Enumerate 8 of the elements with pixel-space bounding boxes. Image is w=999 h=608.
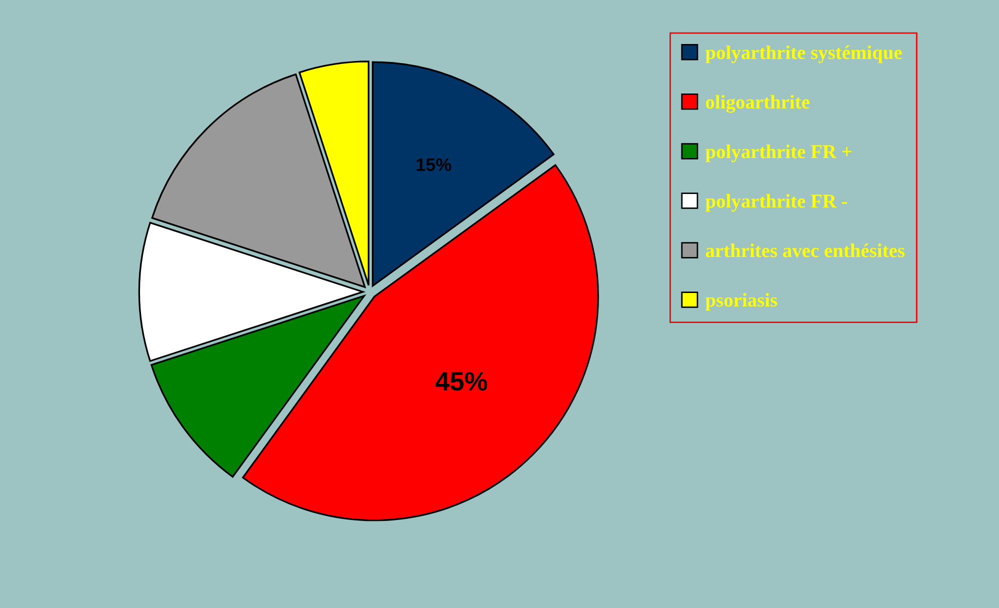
legend-label: oligoarthrite (706, 94, 810, 113)
legend-label: polyarthrite systémique (705, 45, 902, 64)
legend-label: psoriasis (705, 292, 778, 311)
legend-label: arthrites avec enthésites (706, 244, 905, 258)
legend-label: polyarthrite FR + (705, 144, 852, 162)
legend-label: polyarthrite FR - (705, 194, 848, 212)
data-label: 45% (435, 372, 488, 391)
data-label: 15% (416, 158, 452, 172)
